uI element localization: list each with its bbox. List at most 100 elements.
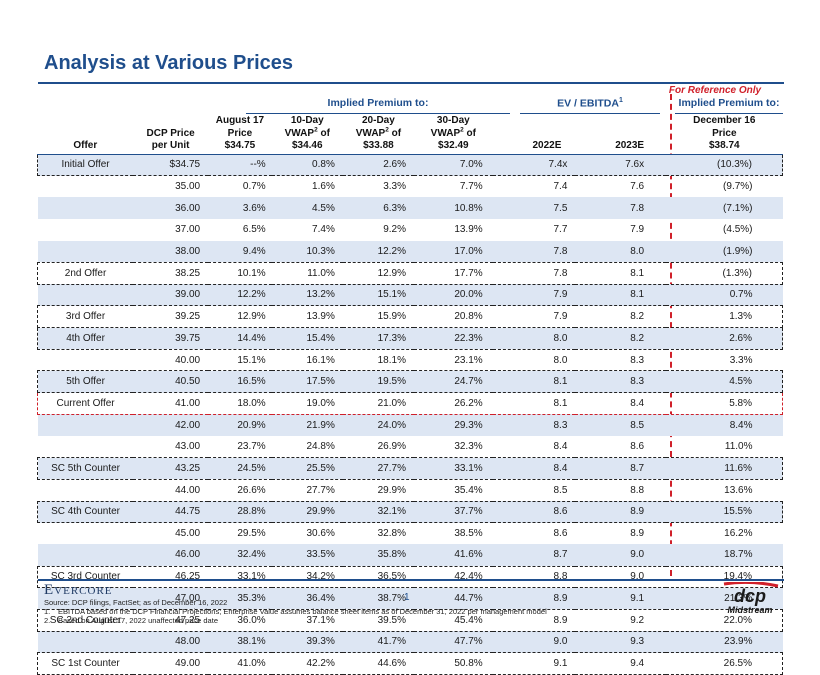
- ev-ebitda-2022-cell: 8.0: [553, 354, 568, 366]
- table-row: SC 1st Counter 49.00 41.0% 42.2% 44.6% 50.8% 9…: [37, 652, 784, 675]
- aug17-premium-cell: 26.6%: [237, 484, 266, 496]
- vwap30-premium-cell: 47.7%: [413, 631, 493, 653]
- ev-ebitda-2023-cell: 8.1: [575, 284, 667, 306]
- aug17-premium-cell: 10.1%: [208, 261, 272, 285]
- vwap20-premium-cell: 12.2%: [342, 240, 414, 263]
- price-cell: 44.75: [133, 500, 209, 524]
- aug17-premium-cell: 24.5%: [208, 457, 272, 480]
- table-row: 38.00 9.4% 10.3% 12.2% 17.0% 7.8 8.0 (1.9%): [37, 240, 783, 263]
- ev-ebitda-2022-cell: 9.0: [492, 631, 576, 653]
- dec16-premium-cell: 2.6%: [666, 327, 784, 350]
- page-number: 1: [404, 592, 410, 603]
- ev-ebitda-2023-cell: 8.7: [575, 457, 667, 480]
- ev-ebitda-2023-cell: 9.1: [575, 587, 667, 610]
- logo-midstream-text: Midstream: [727, 605, 772, 615]
- ev-ebitda-2023-cell: 9.3: [575, 631, 667, 653]
- aug17-premium-cell: 0.7%: [242, 181, 266, 193]
- dec16-premium-cell: (9.7%): [723, 181, 753, 193]
- ev-ebitda-2023-cell: 8.1: [575, 261, 667, 285]
- table-row: 2nd Offer 38.25 10.1% 11.0% 12.9% 17.7% 7.8 8.1…: [37, 261, 784, 285]
- group-header-implied-premium: Implied Premium to:: [246, 97, 510, 114]
- aug17-premium-cell: 23.7%: [237, 441, 266, 453]
- ev-ebitda-2023-cell: 8.8: [630, 484, 645, 496]
- offer-cell: [38, 436, 134, 458]
- price-cell: 36.00: [133, 197, 209, 220]
- page-title: Analysis at Various Prices: [44, 52, 294, 74]
- table-row: Current Offer 41.00 18.0% 19.0% 21.0% 26.2% 8.…: [37, 392, 784, 415]
- table-row: 44.00 26.6% 27.7% 29.9% 35.4% 8.5 8.8 13.6%: [38, 479, 783, 501]
- vwap10-premium-cell: 37.1%: [271, 608, 343, 632]
- vwap10-premium-cell: 13.9%: [271, 305, 343, 328]
- price-cell: 43.00: [175, 441, 201, 453]
- dec16-premium-cell: (7.1%): [666, 197, 783, 220]
- aug17-premium-cell: 15.1%: [237, 354, 266, 366]
- dec16-premium-cell: 3.3%: [729, 354, 753, 366]
- aug17-premium-cell: 12.9%: [208, 305, 272, 328]
- table-header-row: Offer DCP Price per Unit August 17 Price $3…: [37, 113, 783, 154]
- ev-ebitda-2023-cell: 8.6: [630, 441, 645, 453]
- vwap10-premium-cell: 30.6%: [306, 528, 335, 540]
- price-cell: 40.00: [175, 354, 201, 366]
- offer-cell: Initial Offer: [37, 153, 134, 177]
- ev-ebitda-2022-cell: 8.4: [553, 441, 568, 453]
- ev-ebitda-2023-cell: 9.0: [575, 544, 667, 567]
- dec16-premium-cell: 18.7%: [666, 544, 783, 567]
- col-2022e: 2022E: [532, 140, 562, 151]
- vwap30-premium-cell: 7.7%: [459, 181, 483, 193]
- ev-ebitda-2022-cell: 8.6: [492, 500, 576, 524]
- offer-cell: [38, 349, 134, 371]
- dcp-midstream-logo: dcp Midstream: [716, 580, 784, 616]
- dec16-premium-cell: 21.3%: [666, 587, 783, 610]
- table-row: Initial Offer $34.75 --% 0.8% 2.6% 7.0% 7.4x 7.…: [37, 153, 784, 177]
- vwap30-premium-cell: 22.3%: [413, 327, 493, 350]
- dec16-premium-cell: 8.4%: [666, 414, 783, 436]
- vwap30-premium-cell: 32.3%: [454, 441, 483, 453]
- offer-cell: 5th Offer: [37, 370, 134, 394]
- offer-cell: SC 2nd Counter: [37, 608, 134, 632]
- ev-ebitda-2022-cell: 8.5: [553, 484, 568, 496]
- price-cell: 37.00: [175, 224, 201, 236]
- aug17-premium-cell: 28.8%: [208, 500, 272, 524]
- ev-ebitda-2023-cell: 7.6: [630, 181, 645, 193]
- ev-ebitda-2023-cell: 9.2: [575, 608, 667, 632]
- ev-ebitda-2023-cell: 7.9: [630, 224, 645, 236]
- price-cell: 47.00: [133, 587, 209, 610]
- dec16-premium-cell: (1.3%): [666, 261, 784, 285]
- offer-cell: [37, 240, 134, 263]
- vwap10-premium-cell: 17.5%: [271, 370, 343, 394]
- offer-cell: 4th Offer: [37, 327, 134, 350]
- offer-cell: [37, 284, 134, 306]
- price-cell: 39.75: [133, 327, 209, 350]
- vwap10-premium-cell: 21.9%: [271, 414, 343, 436]
- ev-ebitda-2023-cell: 9.4: [575, 652, 667, 675]
- vwap20-premium-cell: 35.8%: [342, 544, 414, 567]
- vwap10-premium-cell: 29.9%: [271, 500, 343, 524]
- vwap30-premium-cell: 17.7%: [413, 261, 493, 285]
- dec16-premium-cell: 5.8%: [666, 392, 784, 415]
- vwap20-premium-cell: 32.8%: [377, 528, 406, 540]
- table-row: SC 3rd Counter 46.25 33.1% 34.2% 36.5% 42.4% 8…: [37, 565, 784, 589]
- vwap20-premium-cell: 19.5%: [342, 370, 414, 394]
- dec16-premium-cell: 13.6%: [724, 484, 753, 496]
- ev-ebitda-2022-cell: 8.6: [553, 528, 568, 540]
- vwap10-premium-cell: 36.4%: [271, 587, 343, 610]
- table-row: SC 4th Counter 44.75 28.8% 29.9% 32.1% 37.7% 8…: [37, 500, 784, 524]
- ev-ebitda-2022-cell: 7.4x: [492, 153, 576, 177]
- vwap10-premium-cell: 16.1%: [306, 354, 335, 366]
- vwap10-premium-cell: 15.4%: [271, 327, 343, 350]
- vwap10-premium-cell: 33.5%: [271, 544, 343, 567]
- col-20day-vwap: 20-Day VWAP2 of $33.88: [355, 115, 402, 151]
- price-cell: 48.00: [133, 631, 209, 653]
- ev-ebitda-2022-cell: 7.7: [553, 224, 568, 236]
- aug17-premium-cell: --%: [208, 153, 272, 177]
- vwap10-premium-cell: 4.5%: [271, 197, 343, 220]
- vwap10-premium-cell: 39.3%: [271, 631, 343, 653]
- dec16-premium-cell: 11.0%: [724, 441, 753, 453]
- aug17-premium-cell: 3.6%: [208, 197, 272, 220]
- vwap20-premium-cell: 41.7%: [342, 631, 414, 653]
- offer-cell: Current Offer: [37, 392, 134, 415]
- offer-cell: [37, 414, 134, 436]
- price-cell: 38.00: [133, 240, 209, 263]
- ev-ebitda-2023-cell: 8.3: [630, 354, 645, 366]
- footnote-2: 2. Based on August 17, 2022 unaffected pr…: [44, 616, 218, 625]
